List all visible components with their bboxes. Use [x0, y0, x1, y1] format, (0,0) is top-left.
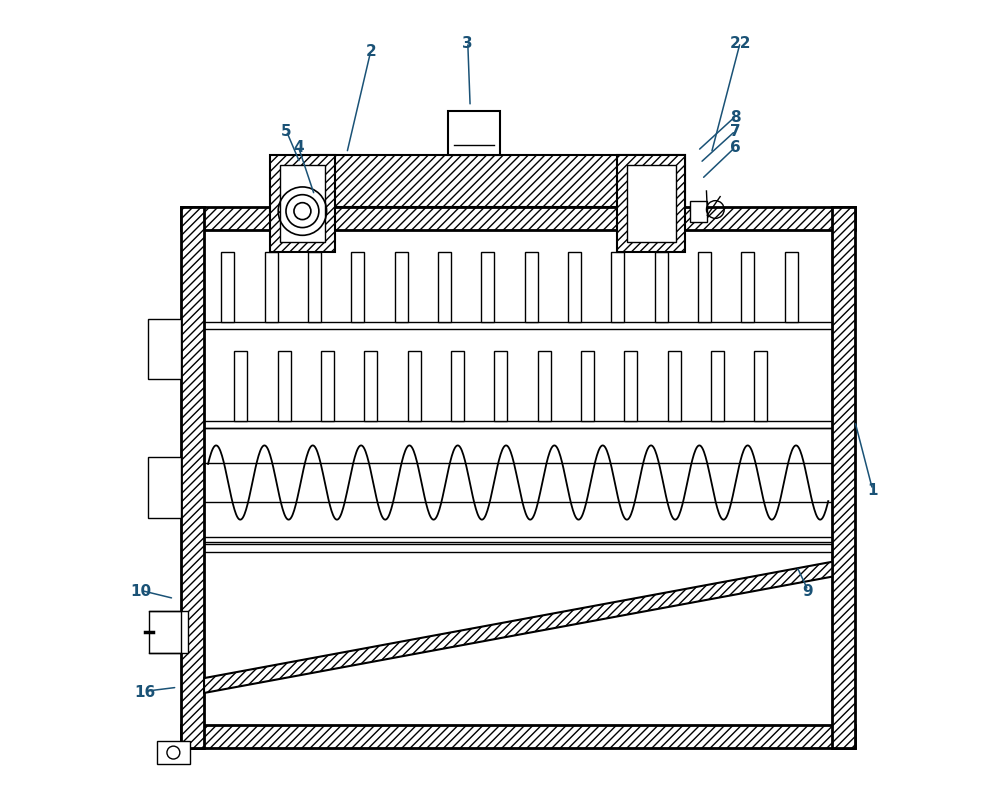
Bar: [265, 253, 278, 322]
Text: 1: 1: [867, 483, 878, 498]
Text: 4: 4: [293, 140, 304, 155]
Bar: [321, 352, 334, 421]
Bar: [148, 457, 181, 518]
Bar: [221, 253, 234, 322]
Bar: [494, 352, 507, 421]
Text: 2: 2: [366, 44, 376, 58]
Bar: [741, 253, 754, 322]
Bar: [149, 611, 188, 654]
Bar: [754, 352, 767, 421]
Bar: [538, 352, 551, 421]
Text: 7: 7: [730, 124, 741, 139]
Bar: [364, 352, 377, 421]
Bar: [351, 253, 364, 322]
Text: 3: 3: [462, 36, 473, 50]
Bar: [668, 352, 681, 421]
Bar: [785, 253, 798, 322]
Bar: [148, 320, 181, 380]
Text: 22: 22: [730, 36, 751, 50]
Bar: [181, 725, 855, 748]
Bar: [627, 165, 676, 242]
Text: 10: 10: [131, 583, 152, 599]
Bar: [698, 253, 711, 322]
Bar: [451, 352, 464, 421]
Bar: [438, 253, 451, 322]
Bar: [315, 156, 685, 208]
Bar: [690, 201, 707, 222]
Bar: [280, 165, 325, 242]
Bar: [481, 253, 494, 322]
Bar: [395, 253, 408, 322]
Bar: [278, 352, 291, 421]
Bar: [448, 111, 500, 156]
Bar: [617, 156, 685, 252]
Text: 6: 6: [730, 140, 741, 155]
Bar: [624, 352, 637, 421]
Text: 5: 5: [281, 124, 292, 139]
Bar: [308, 253, 321, 322]
Bar: [234, 352, 247, 421]
Bar: [204, 230, 832, 725]
Bar: [525, 253, 538, 322]
Bar: [181, 208, 204, 748]
Bar: [568, 253, 581, 322]
Text: 9: 9: [803, 583, 813, 599]
Bar: [581, 352, 594, 421]
Bar: [270, 156, 335, 252]
Text: 16: 16: [135, 684, 156, 699]
Bar: [157, 741, 190, 764]
Bar: [655, 253, 668, 322]
Bar: [832, 208, 855, 748]
Bar: [611, 253, 624, 322]
Bar: [408, 352, 421, 421]
Text: 8: 8: [730, 109, 741, 125]
Polygon shape: [204, 562, 832, 693]
Bar: [181, 208, 855, 230]
Bar: [711, 352, 724, 421]
